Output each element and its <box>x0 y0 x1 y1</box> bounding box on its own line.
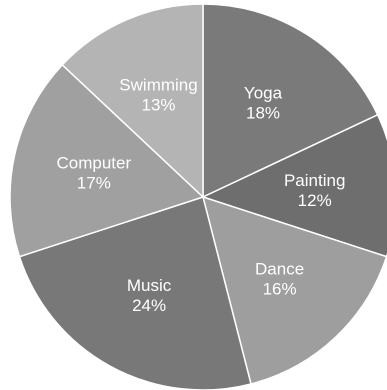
slice-percent-music: 24% <box>132 296 166 315</box>
slice-percent-swimming: 13% <box>141 95 175 114</box>
slice-percent-yoga: 18% <box>246 104 280 123</box>
slice-percent-painting: 12% <box>298 191 332 210</box>
pie-slice-computer <box>9 63 205 258</box>
slice-label-yoga: Yoga <box>244 84 283 103</box>
slice-label-dance: Dance <box>255 260 304 279</box>
pie-slice-painting <box>200 113 387 258</box>
slice-percent-dance: 16% <box>263 280 297 299</box>
slice-label-computer: Computer <box>56 154 131 173</box>
pie-slice-dance <box>201 195 387 385</box>
slice-label-painting: Painting <box>284 171 345 190</box>
pie-slices <box>9 3 387 390</box>
pie-slice-swimming <box>61 3 204 199</box>
pie-slice-yoga <box>202 3 379 199</box>
slice-percent-computer: 17% <box>77 174 111 193</box>
pie-slice-music <box>18 196 252 390</box>
slice-label-swimming: Swimming <box>119 75 197 94</box>
slice-label-music: Music <box>127 276 172 295</box>
